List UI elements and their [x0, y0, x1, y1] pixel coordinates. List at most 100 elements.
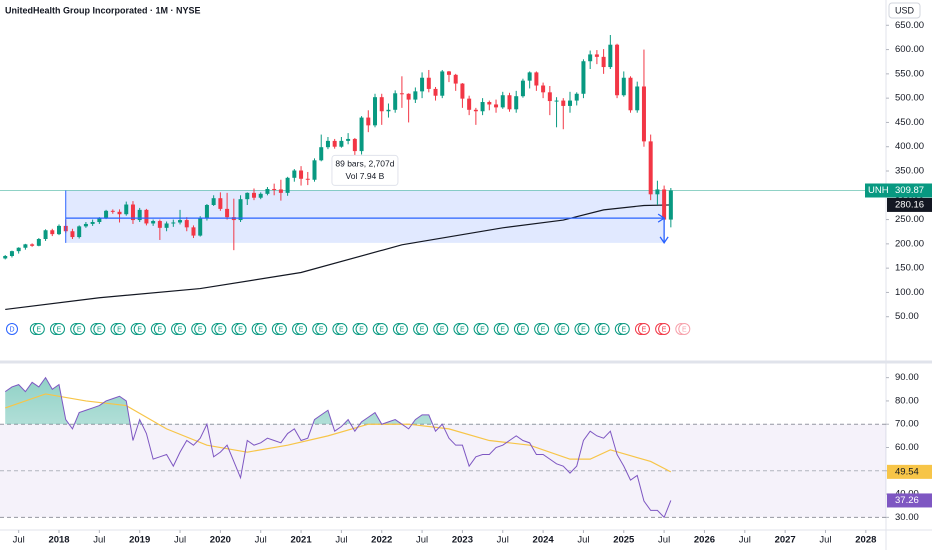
candle-body [50, 230, 55, 235]
candle-body [9, 251, 14, 256]
price-tick-label: 450.00 [895, 117, 924, 128]
earnings-label: E [379, 326, 384, 333]
earnings-label: E [521, 326, 526, 333]
measure-tooltip-text: 89 bars, 2,707d [335, 159, 394, 169]
candle-body [285, 177, 290, 193]
candle-body [507, 95, 512, 110]
candle-body [278, 189, 283, 193]
earnings-marker [537, 323, 550, 335]
candle-body [621, 77, 626, 96]
earnings-marker [73, 323, 86, 335]
earnings-marker [678, 323, 691, 335]
candle-body [386, 109, 391, 112]
price-tick-label: 50.00 [895, 311, 919, 322]
earnings-label: E [178, 326, 183, 333]
candle-body [117, 211, 122, 215]
earnings-label: E [642, 326, 647, 333]
currency-label[interactable]: USD [895, 5, 915, 15]
candle-body [104, 210, 109, 219]
candle-body [628, 77, 633, 111]
earnings-label: E [97, 326, 102, 333]
price-tick-label: 200.00 [895, 238, 924, 249]
earnings-marker [476, 323, 489, 335]
rsi-ma-line [5, 393, 672, 473]
earnings-label: E [601, 326, 606, 333]
price-tick-label: 650.00 [895, 20, 924, 31]
candle-body [641, 86, 646, 142]
candle-body [500, 95, 505, 108]
rsi-value: 37.26 [895, 495, 919, 506]
last-price-label: 309.87 [895, 185, 924, 196]
candle-body [373, 97, 378, 126]
candle-body [426, 77, 431, 89]
candle-body [480, 102, 485, 112]
candle-body [554, 100, 559, 102]
price-tick-label: 100.00 [895, 287, 924, 298]
candle-body [30, 244, 35, 246]
earnings-marker [113, 323, 126, 335]
earnings-label: E [440, 326, 445, 333]
time-tick-label: Jul [335, 535, 347, 546]
earnings-label: E [682, 326, 687, 333]
earnings-marker [395, 323, 408, 335]
candle-body [413, 91, 418, 100]
earnings-marker [174, 323, 187, 335]
currency-button[interactable] [888, 2, 921, 19]
earnings-label: E [57, 326, 62, 333]
candle-body [97, 218, 102, 222]
candle-body [171, 222, 176, 224]
candle-body [238, 199, 243, 221]
earnings-label: E [400, 326, 405, 333]
earnings-marker [32, 323, 45, 335]
earnings-label: E [117, 326, 122, 333]
earnings-label: E [218, 326, 223, 333]
time-tick-label: 2020 [210, 535, 231, 546]
earnings-label: E [662, 326, 667, 333]
candle-body [57, 225, 62, 235]
candle-body [399, 93, 404, 95]
measure-box [65, 190, 665, 243]
earnings-marker [214, 323, 227, 335]
candle-body [178, 220, 183, 223]
earnings-marker [335, 323, 348, 335]
earnings-label: E [420, 326, 425, 333]
time-tick-label: 2022 [371, 535, 392, 546]
earnings-marker [516, 323, 529, 335]
candle-body [299, 170, 304, 179]
time-tick-label: Jul [416, 535, 428, 546]
time-tick-label: Jul [739, 535, 751, 546]
earnings-marker [355, 323, 368, 335]
candle-body [366, 117, 371, 126]
candle-body [541, 85, 546, 93]
candle-body [655, 189, 660, 195]
earnings-marker [295, 323, 308, 335]
candle-body [83, 223, 88, 227]
candle-body [70, 231, 75, 238]
time-tick-label: 2018 [48, 535, 69, 546]
candle-body [258, 193, 263, 198]
price-tick-label: 500.00 [895, 93, 924, 104]
candle-body [90, 222, 95, 224]
earnings-marker [53, 323, 66, 335]
candle-body [292, 170, 297, 178]
candle-body [23, 244, 28, 248]
candle-body [534, 72, 539, 86]
time-tick-label: Jul [819, 535, 831, 546]
candle-body [601, 56, 606, 68]
rsi-ma-value-box [887, 464, 932, 479]
rsi-value-box [887, 493, 932, 508]
candle-body [608, 44, 613, 68]
earnings-marker [577, 323, 590, 335]
time-tick-label: 2027 [775, 535, 796, 546]
price-tick-label: 550.00 [895, 68, 924, 79]
ma-tag-label: 280.16 [895, 199, 924, 210]
earnings-label: E [359, 326, 364, 333]
earnings-label: E [500, 326, 505, 333]
rsi-tick-label: 70.00 [895, 419, 919, 430]
candle-body [588, 54, 593, 62]
candle-body [359, 117, 364, 152]
time-tick-label: 2028 [855, 535, 876, 546]
earnings-label: E [621, 326, 626, 333]
candle-body [440, 71, 445, 96]
